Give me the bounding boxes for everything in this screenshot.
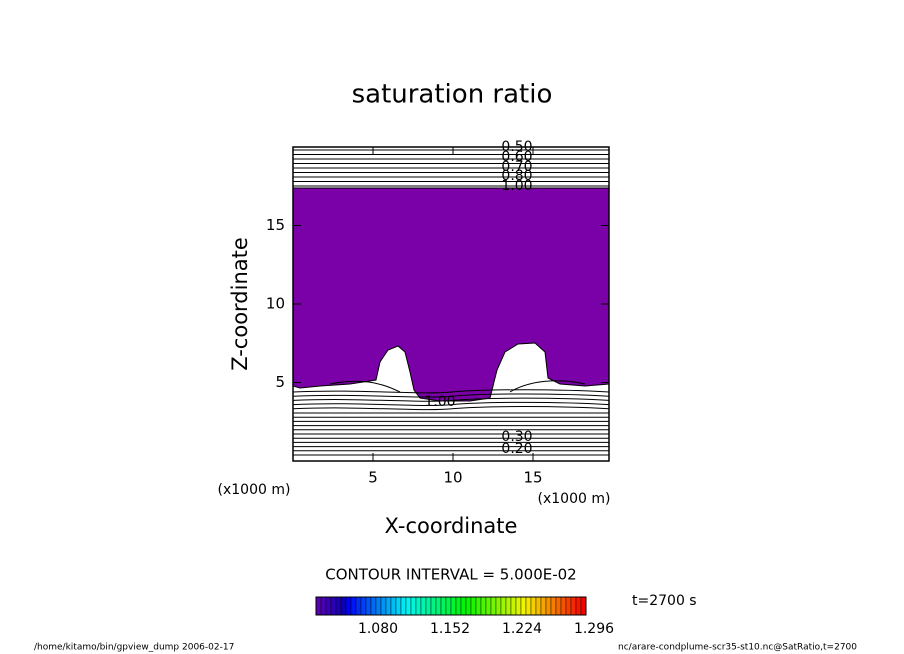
contour-line bbox=[292, 389, 610, 394]
colorbar-cell bbox=[470, 596, 477, 616]
colorbar-cell bbox=[405, 596, 412, 616]
colorbar-cell bbox=[495, 596, 502, 616]
contour-label: 1.00 bbox=[424, 394, 455, 410]
x-unit: (x1000 m) bbox=[538, 491, 611, 507]
time-label: t=2700 s bbox=[632, 593, 697, 609]
colorbar-cell bbox=[525, 596, 532, 616]
colorbar-cell bbox=[375, 596, 382, 616]
colorbar-cell bbox=[335, 596, 342, 616]
colorbar-cell bbox=[535, 596, 542, 616]
chart-title: saturation ratio bbox=[352, 80, 553, 110]
colorbar-cell bbox=[425, 596, 432, 616]
y-tick-label: 15 bbox=[266, 216, 285, 234]
filled-region bbox=[292, 187, 610, 402]
contour-label: 0.80 bbox=[501, 168, 532, 184]
colorbar-cell bbox=[505, 596, 512, 616]
colorbar-cell bbox=[410, 596, 417, 616]
colorbar-cell bbox=[565, 596, 572, 616]
colorbar-cell bbox=[445, 596, 452, 616]
colorbar-cell bbox=[440, 596, 447, 616]
y-tick-label: 5 bbox=[275, 373, 285, 391]
colorbar-cell bbox=[315, 596, 322, 616]
colorbar-frame bbox=[315, 596, 587, 616]
colorbar-cell bbox=[530, 596, 537, 616]
colorbar-cell bbox=[330, 596, 337, 616]
colorbar-cell bbox=[515, 596, 522, 616]
colorbar-cell bbox=[560, 596, 567, 616]
colorbar-cell bbox=[570, 596, 577, 616]
contour-label: 0.60 bbox=[501, 149, 532, 165]
x-axis-label: X-coordinate bbox=[385, 514, 518, 538]
x-tick-label: 5 bbox=[368, 469, 378, 487]
colorbar-tick-label: 1.080 bbox=[358, 621, 398, 637]
colorbar-cell bbox=[370, 596, 377, 616]
colorbar-cell bbox=[550, 596, 557, 616]
colorbar-cell bbox=[385, 596, 392, 616]
colorbar-cell bbox=[420, 596, 427, 616]
colorbar-cell bbox=[580, 596, 587, 616]
colorbar-cell bbox=[435, 596, 442, 616]
y-axis-label: Z-coordinate bbox=[228, 237, 252, 371]
colorbar-cell bbox=[450, 596, 457, 616]
y-tick-label: 10 bbox=[266, 295, 285, 313]
colorbar-cell bbox=[395, 596, 402, 616]
colorbar-cell bbox=[345, 596, 352, 616]
colorbar-cell bbox=[340, 596, 347, 616]
contour-line bbox=[292, 406, 610, 411]
colorbar-cell bbox=[455, 596, 462, 616]
colorbar-cell bbox=[400, 596, 407, 616]
colorbar-tick-label: 1.296 bbox=[574, 621, 614, 637]
colorbar-cell bbox=[465, 596, 472, 616]
colorbar-cell bbox=[325, 596, 332, 616]
contour-line bbox=[329, 380, 586, 393]
contour-label: 0.20 bbox=[501, 441, 532, 457]
colorbar-cell bbox=[545, 596, 552, 616]
colorbar-cell bbox=[430, 596, 437, 616]
contour-label: 0.30 bbox=[501, 429, 532, 445]
colorbar-cell bbox=[540, 596, 547, 616]
colorbar-cell bbox=[415, 596, 422, 616]
colorbar-cell bbox=[555, 596, 562, 616]
colorbar-cell bbox=[360, 596, 367, 616]
colorbar-cell bbox=[320, 596, 327, 616]
colorbar-cell bbox=[365, 596, 372, 616]
colorbar-cell bbox=[380, 596, 387, 616]
colorbar-cell bbox=[485, 596, 492, 616]
contour-label: 0.70 bbox=[501, 159, 532, 175]
footer-left: /home/kitamo/bin/gpview_dump 2006-02-17 bbox=[34, 643, 234, 653]
footer-right: nc/arare-condplume-scr35-st10.nc@SatRati… bbox=[618, 643, 857, 653]
contour-interval: CONTOUR INTERVAL = 5.000E-02 bbox=[325, 566, 576, 584]
colorbar-tick-label: 1.224 bbox=[502, 621, 542, 637]
y-unit: (x1000 m) bbox=[218, 482, 291, 498]
colorbar-cell bbox=[520, 596, 527, 616]
colorbar-cell bbox=[575, 596, 582, 616]
colorbar-cell bbox=[490, 596, 497, 616]
contour-line bbox=[292, 401, 610, 406]
colorbar-cell bbox=[475, 596, 482, 616]
colorbar-cell bbox=[390, 596, 397, 616]
contour-line bbox=[292, 397, 610, 402]
colorbar-cell bbox=[480, 596, 487, 616]
contour-line bbox=[292, 393, 610, 398]
x-tick-label: 15 bbox=[523, 469, 542, 487]
colorbar-tick-label: 1.152 bbox=[430, 621, 470, 637]
colorbar-cell bbox=[500, 596, 507, 616]
colorbar-cell bbox=[350, 596, 357, 616]
x-tick-label: 10 bbox=[443, 469, 462, 487]
contour-label: 1.00 bbox=[501, 178, 532, 194]
colorbar-cell bbox=[510, 596, 517, 616]
colorbar-cell bbox=[355, 596, 362, 616]
colorbar-cell bbox=[460, 596, 467, 616]
